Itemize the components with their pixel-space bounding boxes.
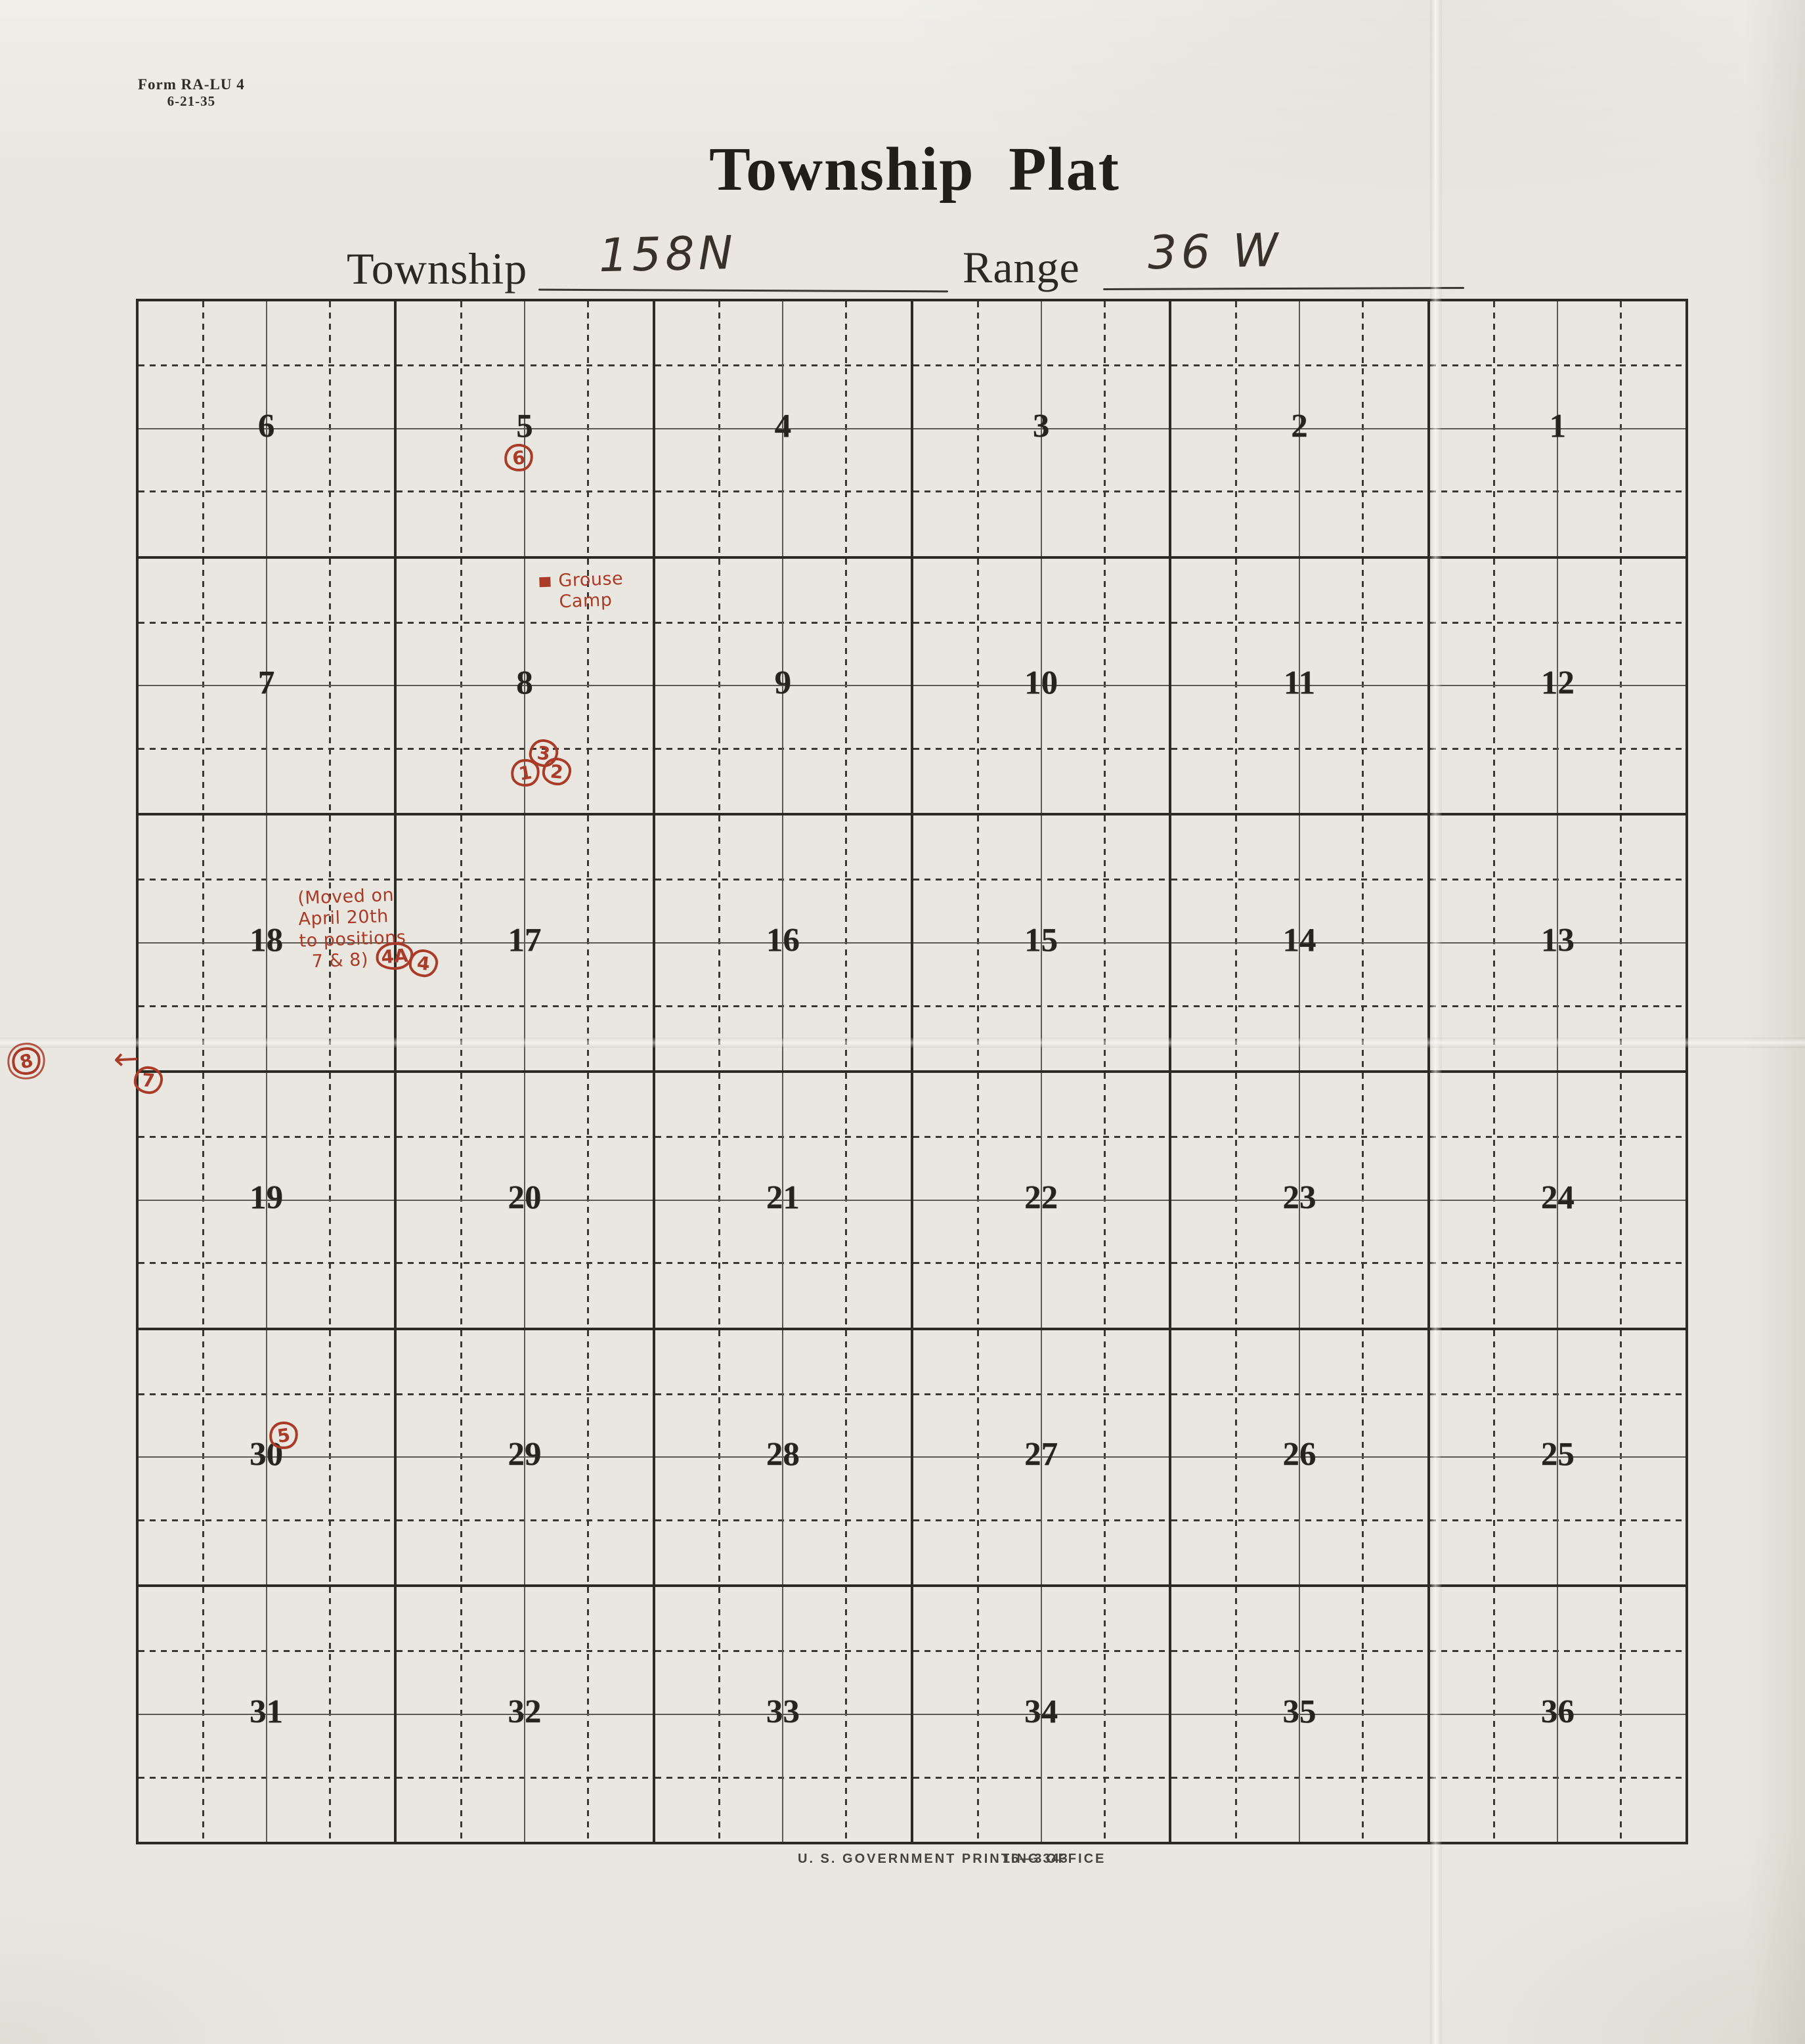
- section-cell-33: 33: [653, 1586, 912, 1843]
- township-label: Township: [347, 244, 528, 294]
- section-number-27: 27: [1024, 1437, 1058, 1474]
- section-number-18: 18: [250, 922, 284, 959]
- form-date: 6-21-35: [167, 93, 216, 110]
- section-number-15: 15: [1024, 922, 1058, 959]
- section-number-12: 12: [1540, 665, 1575, 703]
- section-cell-19: 19: [137, 1071, 396, 1329]
- section-number-4: 4: [774, 408, 792, 445]
- section-cell-3: 3: [912, 300, 1171, 557]
- section-cell-34: 34: [912, 1586, 1171, 1843]
- section-cell-36: 36: [1428, 1586, 1687, 1843]
- section-number-34: 34: [1024, 1693, 1058, 1731]
- section-number-28: 28: [766, 1437, 800, 1474]
- township-underline: [538, 288, 949, 293]
- section-number-7: 7: [257, 665, 275, 703]
- section-cell-15: 15: [912, 814, 1171, 1072]
- section-number-35: 35: [1282, 1693, 1316, 1731]
- grouse-camp-label: Grouse Camp: [539, 569, 624, 614]
- section-cell-18: 18: [137, 814, 396, 1072]
- section-cell-14: 14: [1170, 814, 1429, 1072]
- form-identifier: Form RA-LU 4 6-21-35: [138, 76, 245, 110]
- section-number-24: 24: [1540, 1179, 1575, 1217]
- section-cell-8: 8: [395, 557, 654, 815]
- section-cell-22: 22: [912, 1071, 1171, 1329]
- section-number-16: 16: [766, 922, 800, 959]
- section-number-14: 14: [1282, 922, 1316, 959]
- section-cell-16: 16: [653, 814, 912, 1072]
- section-number-11: 11: [1283, 665, 1316, 703]
- camp-text: Grouse Camp: [557, 568, 624, 613]
- section-cell-4: 4: [653, 300, 912, 557]
- section-number-13: 13: [1540, 922, 1575, 959]
- section-cell-5: 5: [395, 300, 654, 557]
- section-cell-11: 11: [1170, 557, 1429, 815]
- section-number-9: 9: [774, 665, 792, 703]
- page-title: Township Plat: [709, 135, 1120, 204]
- section-cell-24: 24: [1428, 1071, 1687, 1329]
- section-number-17: 17: [508, 922, 542, 959]
- section-number-19: 19: [250, 1179, 284, 1217]
- section-cell-13: 13: [1428, 814, 1687, 1072]
- section-number-31: 31: [250, 1693, 284, 1731]
- section-number-25: 25: [1540, 1437, 1575, 1474]
- section-number-8: 8: [516, 665, 533, 703]
- section-cell-21: 21: [653, 1071, 912, 1329]
- left-arrow-mark: ←: [112, 1040, 140, 1077]
- form-code: Form RA-LU 4: [138, 76, 245, 93]
- section-number-30: 30: [250, 1437, 284, 1474]
- section-cell-2: 2: [1170, 300, 1429, 557]
- camp-square-icon: [539, 576, 551, 588]
- section-number-1: 1: [1549, 408, 1567, 445]
- print-job-number: 16—3343: [1003, 1852, 1069, 1866]
- footer: U. S. GOVERNMENT PRINTING OFFICE 16—3343: [0, 1852, 1805, 1871]
- section-cell-10: 10: [912, 557, 1171, 815]
- section-number-29: 29: [508, 1437, 542, 1474]
- section-cell-23: 23: [1170, 1071, 1429, 1329]
- printing-office-text: U. S. GOVERNMENT PRINTING OFFICE: [798, 1852, 1106, 1866]
- section-number-3: 3: [1032, 408, 1050, 445]
- section-number-21: 21: [766, 1179, 800, 1217]
- section-cell-27: 27: [912, 1328, 1171, 1586]
- section-number-23: 23: [1282, 1179, 1316, 1217]
- section-cell-35: 35: [1170, 1586, 1429, 1843]
- range-underline: [1102, 287, 1465, 290]
- section-number-22: 22: [1024, 1179, 1058, 1217]
- section-cell-17: 17: [395, 814, 654, 1072]
- section-cell-25: 25: [1428, 1328, 1687, 1586]
- section-number-26: 26: [1282, 1437, 1316, 1474]
- section-cell-29: 29: [395, 1328, 654, 1586]
- section-cell-20: 20: [395, 1071, 654, 1329]
- township-value: 158N: [598, 225, 737, 283]
- section-number-6: 6: [257, 408, 275, 445]
- section-number-33: 33: [766, 1693, 800, 1731]
- section-cell-9: 9: [653, 557, 912, 815]
- section-cell-12: 12: [1428, 557, 1687, 815]
- section-number-2: 2: [1291, 408, 1308, 445]
- section-cell-1: 1: [1428, 300, 1687, 557]
- township-section-grid: 6 5 4 3 2 1 7 8 9 10 11 12 18 17 16 15 14 13 19 20 21 22 23 24 3…: [136, 299, 1688, 1844]
- section-cell-31: 31: [137, 1586, 396, 1843]
- section-number-20: 20: [508, 1179, 542, 1217]
- section-cell-30: 30: [137, 1328, 396, 1586]
- section-cell-7: 7: [137, 557, 396, 815]
- section-number-36: 36: [1540, 1693, 1575, 1731]
- section-number-32: 32: [508, 1693, 542, 1731]
- section-cell-28: 28: [653, 1328, 912, 1586]
- range-label: Range: [963, 242, 1080, 292]
- section-cell-26: 26: [1170, 1328, 1429, 1586]
- range-value: 36 W: [1147, 223, 1283, 280]
- section-cell-32: 32: [395, 1586, 654, 1843]
- marker-circled-8: 8: [3, 1038, 49, 1084]
- section-cell-6: 6: [137, 300, 396, 557]
- section-number-10: 10: [1024, 665, 1058, 703]
- section-number-5: 5: [516, 408, 533, 445]
